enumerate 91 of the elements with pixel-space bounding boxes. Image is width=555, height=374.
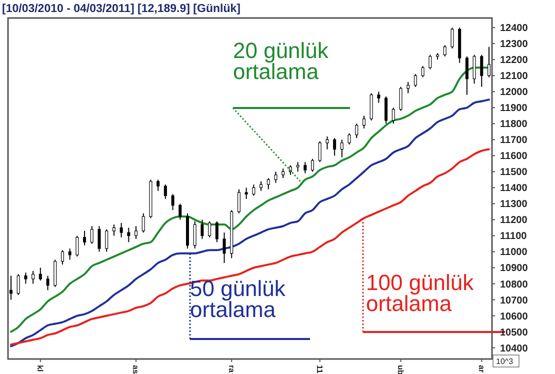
candlestick — [333, 138, 336, 156]
candlestick — [480, 54, 484, 88]
candlestick — [392, 107, 395, 124]
candlestick — [46, 275, 50, 291]
candlestick — [68, 248, 72, 260]
y-tick-label: 11600 — [500, 151, 528, 162]
y-tick-label: 11700 — [500, 135, 528, 146]
x-tick-label: as — [131, 365, 140, 374]
y-tick-label: 12100 — [500, 71, 528, 82]
y-tick-label: 11900 — [500, 103, 528, 114]
candlestick — [311, 158, 314, 172]
y-tick-label: 10700 — [500, 295, 528, 306]
candlestick — [16, 274, 20, 296]
candlestick — [421, 66, 424, 78]
candlestick — [193, 220, 196, 250]
candlestick — [414, 74, 417, 88]
x-tick-label: ra — [226, 365, 236, 374]
y-tick-label: 11800 — [500, 119, 528, 130]
y-tick-label: 12400 — [500, 23, 528, 34]
candlestick — [164, 184, 167, 200]
text: 20 günlük ortalama — [233, 38, 330, 84]
candlestick — [38, 267, 42, 282]
y-tick-label: 11100 — [500, 231, 528, 242]
candlestick — [362, 115, 366, 129]
candlestick — [355, 123, 358, 139]
y-tick-label: 10600 — [500, 311, 528, 322]
series-label: 100 günlük ortalama — [366, 270, 475, 316]
candlestick — [266, 178, 270, 190]
text: 10^3 — [496, 357, 514, 366]
y-tick-label: 10900 — [500, 263, 528, 274]
candlestick — [24, 272, 28, 284]
candlestick — [112, 224, 116, 236]
candlestick — [10, 275, 12, 300]
candlestick — [76, 235, 79, 258]
x-tick-label: kl — [36, 365, 45, 372]
candlestick — [208, 220, 212, 238]
candlestick — [399, 86, 402, 112]
y-tick-label: 12000 — [500, 87, 528, 98]
x-tick-label: 11 — [315, 365, 324, 374]
y-tick-label: 10400 — [500, 343, 528, 354]
candlestick — [171, 194, 174, 211]
y-tick-label: 11400 — [500, 183, 528, 194]
candlestick — [90, 226, 94, 244]
candlestick — [318, 140, 322, 163]
y-tick-label: 10800 — [500, 279, 528, 290]
candlestick — [244, 187, 248, 200]
candlestick — [260, 180, 263, 192]
candlestick — [120, 222, 123, 238]
candlestick — [488, 46, 490, 78]
line-series — [10, 148, 490, 346]
candlestick — [178, 203, 182, 220]
candlestick — [274, 171, 278, 184]
candlestick — [200, 219, 204, 240]
candlestick — [105, 228, 108, 252]
y-tick-label: 11200 — [500, 215, 528, 226]
candlestick — [443, 44, 446, 57]
candlestick — [472, 54, 476, 84]
candlestick — [60, 250, 64, 266]
y-tick-label: 11300 — [500, 199, 528, 210]
candlestick — [465, 56, 468, 96]
candlestick — [252, 184, 256, 196]
series-label: 50 günlük ortalama — [190, 276, 286, 322]
candlestick — [377, 91, 380, 104]
chart-title: [10/03/2010 - 04/03/2011] [12,189.9] [Günlük] — [2, 3, 241, 15]
candlestick — [348, 132, 351, 145]
candlestick — [215, 220, 218, 243]
candlestick — [304, 162, 307, 174]
candlestick — [340, 139, 344, 158]
candlestick — [222, 232, 226, 264]
y-tick-label: 10500 — [500, 327, 528, 338]
y-tick-label: 11500 — [500, 167, 528, 178]
candlestick — [384, 96, 388, 124]
candlestick — [142, 212, 145, 234]
x-tick-label: ar — [476, 365, 486, 373]
y-tick-label: 11000 — [500, 247, 528, 258]
candlestick — [282, 168, 285, 179]
candlestick — [237, 188, 240, 214]
candlestick — [134, 226, 138, 240]
candlestick — [326, 136, 329, 150]
candlestick — [450, 27, 454, 49]
candlestick — [406, 82, 410, 94]
candlestick — [32, 270, 35, 284]
candlestick — [127, 227, 130, 243]
candlestick — [83, 230, 86, 246]
y-tick-label: 12200 — [500, 55, 528, 66]
y-tick-label: 12300 — [500, 39, 528, 50]
candlestick — [98, 226, 101, 252]
candlestick — [296, 162, 300, 172]
candlestick — [156, 179, 160, 192]
candlestick — [428, 54, 432, 70]
line-series — [10, 98, 490, 348]
